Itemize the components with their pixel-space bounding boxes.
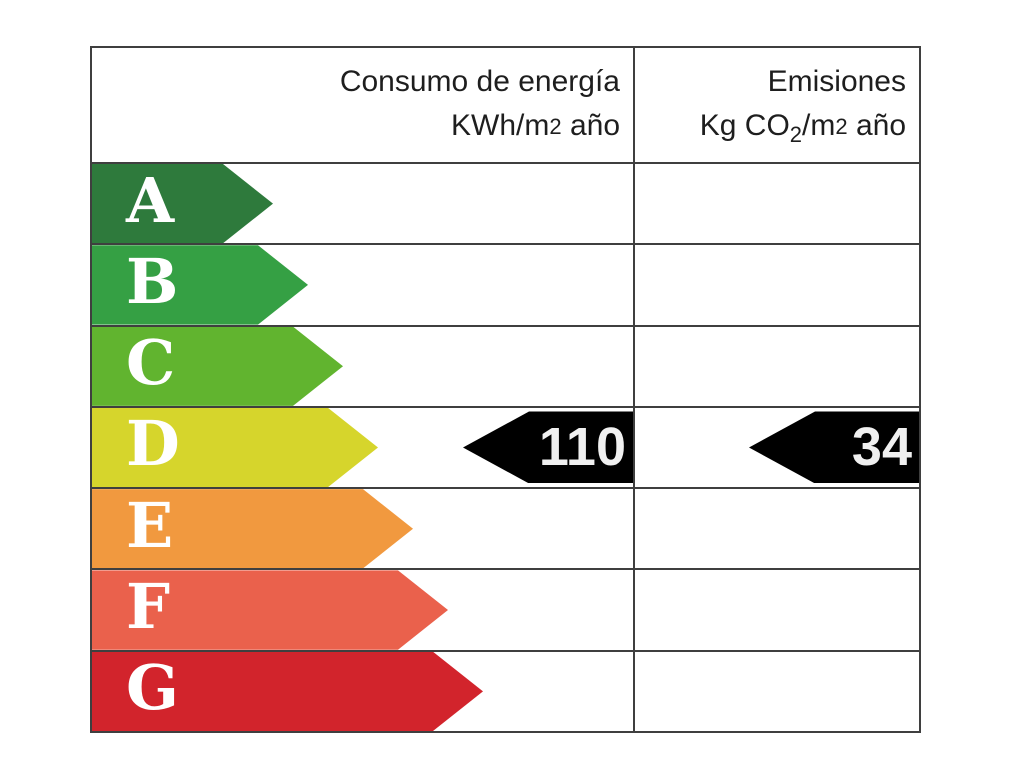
- consumo-cell-c: C: [92, 326, 635, 406]
- rating-arrow-g: G: [92, 652, 483, 731]
- rating-letter-f: F: [126, 570, 171, 644]
- rating-arrow-b: B: [92, 245, 308, 324]
- consumo-cell-f: F: [92, 570, 635, 650]
- rating-row-d: D 110 34: [92, 405, 919, 488]
- emisiones-value-marker: 34: [749, 411, 919, 484]
- consumo-cell-b: B: [92, 245, 635, 325]
- emisiones-header-unit: Kg CO 2/m 2 año: [700, 104, 906, 150]
- emisiones-unit-mid: /m: [802, 109, 836, 142]
- emisiones-unit-exponent: 2: [835, 114, 848, 139]
- rating-letter-g: G: [126, 651, 179, 725]
- consumo-value: 110: [538, 417, 626, 478]
- rating-row-c: C: [92, 324, 919, 406]
- consumo-cell-a: A: [92, 164, 635, 244]
- rating-row-b: B: [92, 243, 919, 325]
- rating-letter-b: B: [126, 244, 179, 318]
- rating-arrow-d: D: [92, 408, 378, 487]
- energy-certificate-label: Consumo de energía KWh/m 2 año Emisiones …: [90, 46, 921, 733]
- rating-arrow-f: F: [92, 570, 448, 649]
- emisiones-cell-c: [635, 327, 919, 406]
- emisiones-value: 34: [851, 417, 912, 478]
- rating-row-e: E: [92, 487, 919, 569]
- emisiones-unit-prefix: Kg CO: [699, 109, 790, 142]
- consumo-value-marker: 110: [463, 411, 633, 484]
- rating-letter-a: A: [126, 163, 175, 237]
- emisiones-header-title: Emisiones: [767, 65, 906, 98]
- emisiones-cell-f: [635, 570, 919, 649]
- rating-letter-c: C: [126, 326, 176, 400]
- emisiones-unit-subscript: 2: [789, 122, 803, 147]
- consumo-header: Consumo de energía KWh/m 2 año: [92, 48, 635, 162]
- rating-row-a: A: [92, 162, 919, 244]
- emisiones-unit-suffix: año: [847, 109, 906, 142]
- consumo-header-title: Consumo de energía: [339, 65, 620, 98]
- emisiones-cell-b: [635, 245, 919, 324]
- emisiones-header: Emisiones Kg CO 2/m 2 año: [635, 48, 919, 162]
- rating-letter-e: E: [126, 488, 174, 562]
- header-row: Consumo de energía KWh/m 2 año Emisiones …: [92, 48, 919, 162]
- rating-arrow-e: E: [92, 489, 413, 568]
- emisiones-cell-d: 34: [635, 408, 919, 487]
- rating-row-f: F: [92, 568, 919, 650]
- consumo-cell-e: E: [92, 489, 635, 569]
- consumo-header-unit: KWh/m 2 año: [451, 104, 620, 150]
- emisiones-cell-g: [635, 652, 919, 731]
- consumo-unit-exponent: 2: [549, 114, 562, 139]
- rating-letter-d: D: [126, 407, 180, 481]
- consumo-unit-suffix: año: [561, 109, 620, 142]
- rating-row-g: G: [92, 649, 919, 731]
- rating-arrow-c: C: [92, 327, 343, 406]
- consumo-cell-d: D 110: [92, 407, 635, 488]
- consumo-unit-prefix: KWh/m: [451, 109, 550, 142]
- emisiones-cell-e: [635, 489, 919, 568]
- emisiones-cell-a: [635, 164, 919, 243]
- rating-arrow-a: A: [92, 164, 273, 243]
- consumo-cell-g: G: [92, 651, 635, 731]
